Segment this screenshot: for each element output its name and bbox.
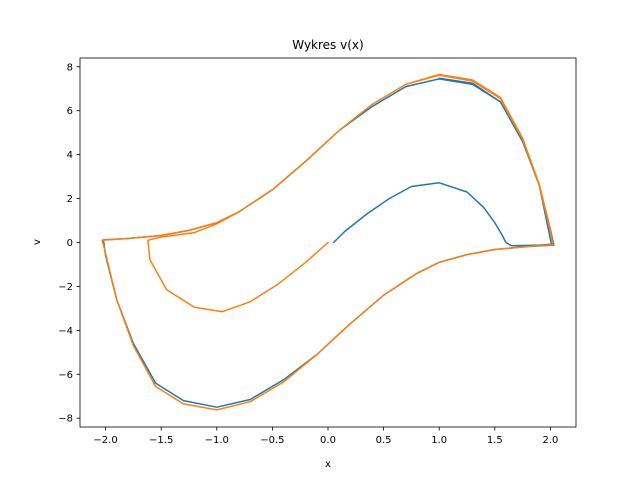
x-tick-label: 0.0 [320, 435, 336, 446]
y-tick-label: 4 [67, 150, 73, 161]
x-tick-label: −0.5 [260, 435, 284, 446]
x-tick-label: 1.0 [431, 435, 447, 446]
y-tick-label: 6 [67, 106, 73, 117]
x-axis-label: x [325, 459, 331, 470]
x-tick-label: 2.0 [542, 435, 558, 446]
chart-title: Wykres v(x) [292, 38, 363, 52]
x-tick-label: −2.0 [93, 435, 117, 446]
series-line-2 [101, 73, 554, 411]
y-axis-label: v [32, 239, 43, 245]
plot-series [101, 73, 555, 411]
y-tick-label: −8 [58, 414, 73, 425]
y-tick-label: −2 [58, 282, 73, 293]
y-tick-label: 8 [67, 62, 73, 73]
x-axis: −2.0 −1.5 −1.0 −0.5 0.0 0.5 1.0 1.5 2.0 [93, 427, 558, 446]
y-tick-label: −4 [58, 326, 73, 337]
x-tick-label: 0.5 [376, 435, 392, 446]
y-tick-label: 0 [67, 238, 73, 249]
y-tick-label: 2 [67, 194, 73, 205]
x-tick-label: −1.0 [205, 435, 229, 446]
x-tick-label: 1.5 [487, 435, 503, 446]
y-axis: −8 −6 −4 −2 0 2 4 6 8 [58, 62, 80, 425]
y-tick-label: −6 [58, 370, 73, 381]
x-tick-label: −1.5 [149, 435, 173, 446]
